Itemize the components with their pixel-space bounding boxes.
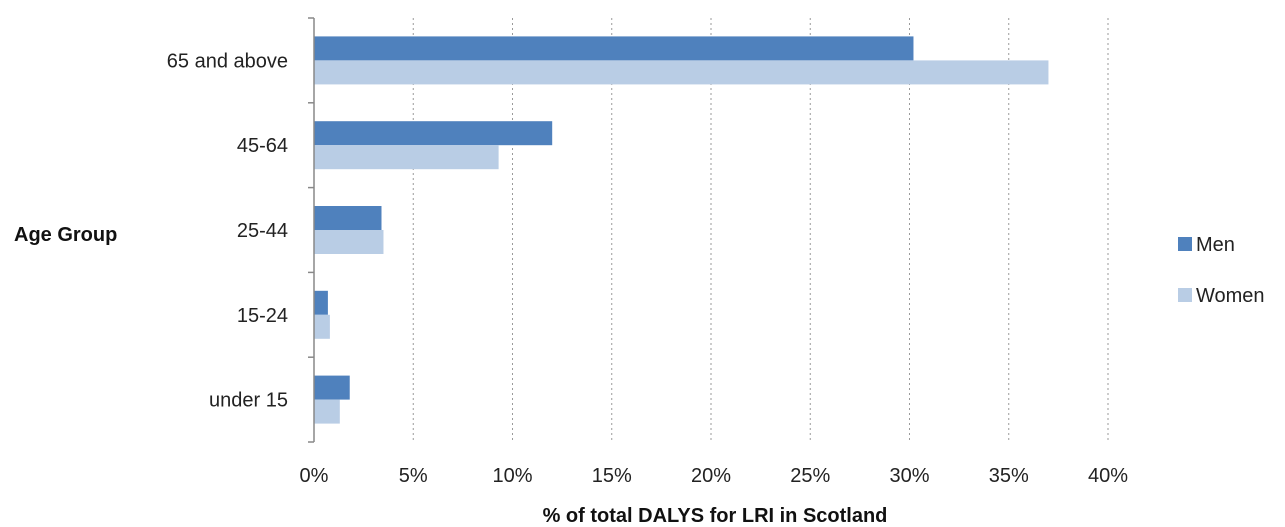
legend-label-women: Women <box>1196 285 1265 307</box>
x-tick-label: 5% <box>399 465 428 487</box>
bar-men <box>314 375 350 400</box>
legend: Men Women <box>1178 234 1265 307</box>
x-tick-label: 25% <box>790 465 830 487</box>
y-axis-title: Age Group <box>14 224 117 246</box>
category-labels: 65 and above 45-64 25-44 15-24 under 15 <box>167 17 314 443</box>
bar-women <box>314 60 1049 85</box>
bars <box>314 36 1049 424</box>
x-tick-label: 10% <box>492 465 532 487</box>
legend-swatch-men <box>1178 237 1192 251</box>
bar-men <box>314 290 328 315</box>
x-tick-label: 15% <box>592 465 632 487</box>
x-tick-label: 0% <box>300 465 329 487</box>
legend-label-men: Men <box>1196 234 1235 256</box>
bar-women <box>314 314 330 339</box>
category-label: under 15 <box>209 390 288 412</box>
x-axis-title: % of total DALYS for LRI in Scotland <box>543 505 888 527</box>
legend-swatch-women <box>1178 288 1192 302</box>
category-label: 15-24 <box>237 305 288 327</box>
bar-men <box>314 206 382 230</box>
category-label: 25-44 <box>237 220 288 242</box>
bar-women <box>314 230 384 254</box>
gridlines <box>412 18 1109 442</box>
category-label: 65 and above <box>167 50 288 72</box>
bar-women <box>314 399 340 424</box>
x-tick-label: 20% <box>691 465 731 487</box>
bar-men <box>314 121 553 146</box>
x-tick-label: 40% <box>1088 465 1128 487</box>
x-tick-label: 30% <box>889 465 929 487</box>
bar-men <box>314 36 914 61</box>
category-label: 45-64 <box>237 135 288 157</box>
x-tick-labels: 0% 5% 10% 15% 20% 25% 30% 35% 40% <box>300 465 1129 487</box>
bar-women <box>314 145 499 170</box>
x-tick-label: 35% <box>989 465 1029 487</box>
